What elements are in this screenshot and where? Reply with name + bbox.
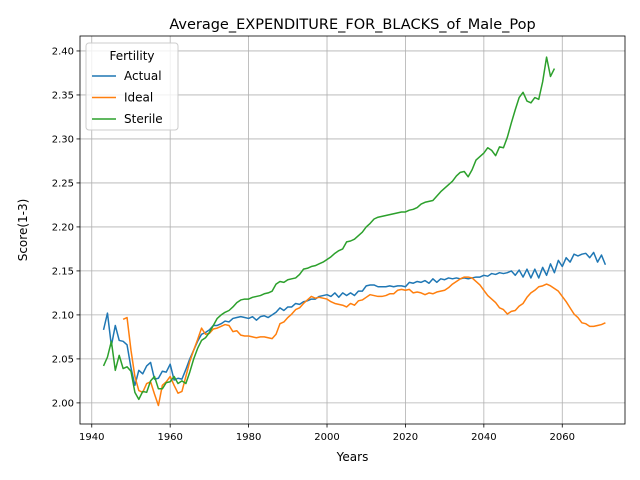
x-axis-ticks: 1940 1960 1980 2000 2020 2040 2060 [79,424,575,443]
chart-title: Average_EXPENDITURE_FOR_BLACKS_of_Male_P… [169,17,535,33]
legend-label-sterile: Sterile [124,112,163,126]
y-tick-label: 2.25 [52,179,74,190]
y-tick-label: 2.35 [52,91,74,102]
series-line-sterile [102,56,556,401]
x-tick-label: 2040 [471,432,496,443]
y-axis-ticks: 2.00 2.05 2.10 2.15 2.20 2.25 2.30 2.35 2.40 [52,47,80,409]
legend-label-actual: Actual [124,69,162,83]
y-tick-label: 2.15 [52,267,74,278]
y-tick-label: 2.20 [52,223,74,234]
y-tick-label: 2.05 [52,354,74,365]
y-tick-label: 2.00 [52,398,74,409]
legend-label-ideal: Ideal [124,91,153,105]
x-tick-label: 2020 [393,432,418,443]
x-tick-label: 2000 [314,432,339,443]
x-tick-label: 2060 [550,432,575,443]
y-tick-label: 2.30 [52,135,74,146]
y-tick-label: 2.10 [52,311,74,322]
series-line-actual [102,251,607,387]
x-axis-label: Years [336,450,369,464]
x-tick-label: 1960 [157,432,182,443]
series-line-ideal [122,276,606,407]
legend-title: Fertility [109,49,154,63]
legend-entries: Actual Ideal Sterile [92,69,163,126]
x-tick-label: 1980 [236,432,261,443]
legend: Fertility Actual Ideal Sterile [85,42,179,131]
series-lines [102,56,607,407]
y-axis-label: Score(1-3) [16,199,30,262]
y-tick-label: 2.40 [52,47,74,58]
x-tick-label: 1940 [79,432,104,443]
grid [80,36,625,424]
plot-frame [79,35,626,425]
legend-box [85,42,179,131]
